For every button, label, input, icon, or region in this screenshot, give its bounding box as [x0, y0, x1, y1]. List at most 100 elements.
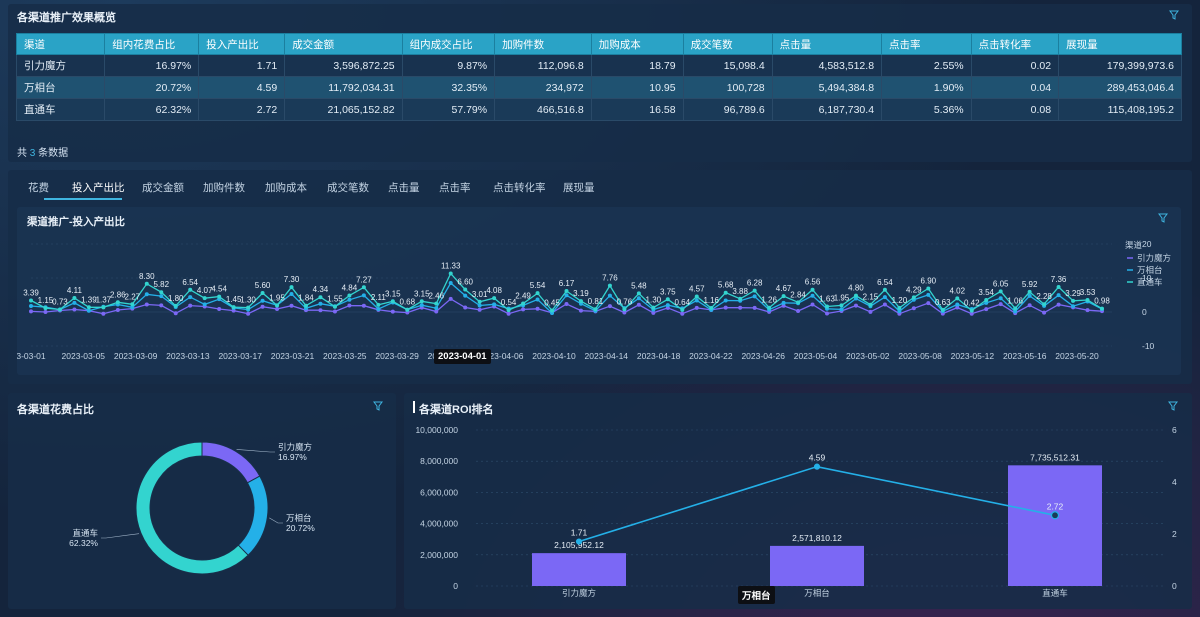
data-label: 6.05: [993, 279, 1009, 288]
pie-slice[interactable]: [237, 475, 269, 556]
series-point: [694, 298, 699, 303]
table-row[interactable]: 直通车 62.32% 2.72 21,065,152.82 57.79% 466,516.…: [15, 98, 1182, 121]
tab-7[interactable]: 点击率: [439, 182, 471, 194]
tab-9[interactable]: 展现量: [563, 182, 595, 194]
bar-value-label: 2,105,952.12: [554, 540, 604, 550]
legend-item[interactable]: 万相台: [1137, 265, 1163, 275]
column-header[interactable]: 成交金额: [284, 33, 403, 55]
roi-point[interactable]: [813, 463, 821, 470]
roi-bar[interactable]: [532, 553, 626, 586]
column-header[interactable]: 成交笔数: [682, 33, 773, 55]
tab-4[interactable]: 加购成本: [265, 182, 307, 194]
series-point: [578, 308, 583, 313]
series-point: [217, 294, 222, 299]
table-cell: 5,494,384.8: [771, 76, 883, 99]
series-point: [723, 298, 728, 303]
table-cell: 289,453,046.4: [1058, 76, 1182, 99]
x-tick-label: 2023-04-26: [741, 351, 785, 361]
table-row[interactable]: 万相台 20.72% 4.59 11,792,034.31 32.35% 234,972 1…: [15, 76, 1182, 99]
table-cell: 万相台: [15, 76, 106, 99]
table-cell: 6,187,730.4: [771, 98, 883, 121]
series-point: [318, 295, 323, 300]
series-point: [448, 296, 453, 301]
column-header[interactable]: 点击转化率: [970, 33, 1060, 55]
column-header[interactable]: 展现量: [1058, 33, 1182, 55]
series-point: [1071, 304, 1076, 309]
column-header[interactable]: 加购件数: [494, 33, 592, 55]
filter-icon[interactable]: [1169, 10, 1179, 20]
table-cell: 112,096.8: [494, 54, 592, 77]
filter-icon[interactable]: [1168, 401, 1178, 411]
data-label: 0.81: [588, 297, 604, 306]
filter-icon[interactable]: [1158, 213, 1168, 223]
table-cell: 179,399,973.6: [1058, 54, 1182, 77]
roi-point[interactable]: [1050, 511, 1060, 520]
pie-label-line: [236, 449, 275, 453]
series-point: [57, 307, 62, 312]
tab-8[interactable]: 点击转化率: [493, 182, 546, 194]
table-cell: 18.79: [590, 54, 684, 77]
tab-1[interactable]: 投入产出比: [72, 182, 125, 194]
tab-5[interactable]: 成交笔数: [327, 182, 369, 194]
table-row[interactable]: 引力魔方 16.97% 1.71 3,596,872.25 9.87% 112,096.8…: [15, 54, 1182, 77]
data-label: 7.27: [356, 275, 372, 284]
series-point: [434, 309, 439, 314]
series-point: [434, 306, 439, 311]
tab-2[interactable]: 成交金额: [142, 182, 184, 194]
column-header[interactable]: 组内花费占比: [104, 33, 200, 55]
data-label: 7.76: [602, 274, 618, 283]
active-tab-indicator: [44, 198, 122, 200]
series-point: [1013, 309, 1018, 314]
pie-slice[interactable]: [201, 441, 261, 484]
filter-icon[interactable]: [373, 401, 383, 411]
data-label: 5.68: [718, 281, 734, 290]
column-header[interactable]: 组内成交占比: [401, 33, 496, 55]
series-point: [911, 295, 916, 300]
data-label: 3.39: [23, 288, 39, 297]
roi-line: [578, 465, 1056, 543]
column-header[interactable]: 加购成本: [590, 33, 684, 55]
series-point: [955, 305, 960, 310]
data-label: 1.30: [646, 296, 662, 305]
series-point: [868, 309, 873, 314]
pie-slice[interactable]: [135, 441, 249, 575]
series-point: [796, 300, 801, 305]
series-point: [115, 300, 120, 305]
series-point: [492, 302, 497, 307]
data-label: 0.45: [544, 298, 560, 307]
series-point: [825, 311, 830, 316]
data-label: 6.90: [921, 277, 937, 286]
series-point: [101, 311, 106, 316]
series-point: [275, 303, 280, 308]
series-point: [115, 307, 120, 312]
series-point: [853, 293, 858, 298]
series-point: [144, 281, 149, 286]
column-header[interactable]: 点击量: [771, 33, 883, 55]
data-label: 1.84: [298, 294, 314, 303]
table-cell: 20.72%: [104, 76, 200, 99]
roi-bar[interactable]: [1008, 465, 1102, 586]
legend-item[interactable]: 直通车: [1137, 277, 1163, 287]
series-point: [173, 311, 178, 316]
column-header[interactable]: 投入产出比: [198, 33, 286, 55]
series-point: [926, 292, 931, 297]
tab-6[interactable]: 点击量: [388, 182, 420, 194]
series-point: [781, 303, 786, 308]
tab-3[interactable]: 加购件数: [203, 182, 245, 194]
series-point: [607, 304, 612, 309]
data-label: 5.54: [530, 281, 546, 290]
column-header[interactable]: 渠道: [15, 33, 106, 55]
data-label: 4.29: [906, 285, 922, 294]
bar-value-label: 7,735,512.31: [1030, 452, 1080, 462]
column-header[interactable]: 点击率: [881, 33, 972, 55]
series-point: [188, 287, 193, 292]
series-point: [260, 304, 265, 309]
table-cell: 32.35%: [401, 76, 496, 99]
tab-0[interactable]: 花费: [28, 182, 49, 194]
series-point: [188, 303, 193, 308]
roi-point[interactable]: [575, 538, 583, 545]
series-point: [521, 307, 526, 312]
series-point: [781, 294, 786, 299]
roi-bar[interactable]: [770, 545, 864, 586]
legend-item[interactable]: 引力魔方: [1137, 253, 1171, 263]
